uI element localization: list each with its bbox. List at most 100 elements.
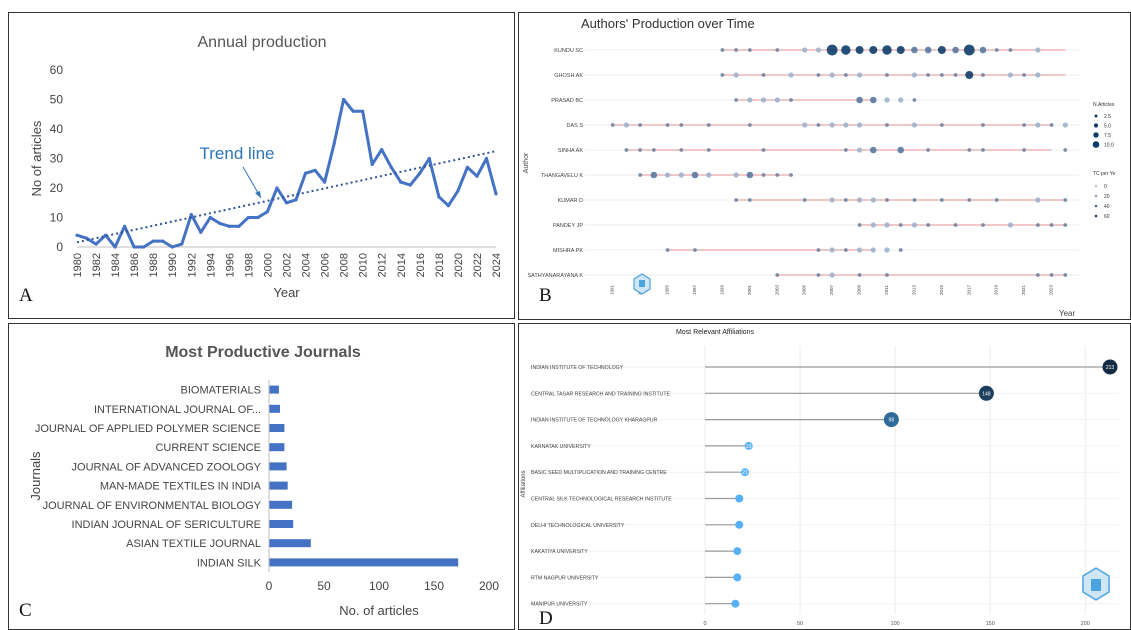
affiliation-dot	[733, 573, 742, 582]
author-publication-dot	[761, 173, 766, 177]
data-point	[246, 215, 251, 220]
data-point	[475, 174, 479, 178]
author-publication-dot	[775, 273, 780, 277]
author-publication-dot	[1035, 122, 1041, 128]
author-publication-dot	[911, 122, 918, 128]
author-publication-dot	[665, 248, 670, 252]
author-publication-dot	[802, 47, 808, 53]
x-tick-label: 2014	[396, 253, 408, 277]
panel-productive-journals: Most Productive Journals BIOMATERIALS INTE…	[8, 323, 515, 630]
author-publication-dot	[816, 73, 821, 77]
author-publication-dot	[733, 172, 739, 178]
data-point	[123, 224, 127, 228]
author-publication-dot	[937, 46, 946, 54]
data-point	[418, 171, 422, 175]
author-publication-dot	[761, 73, 766, 77]
journal-label: BIOMATERIALS	[181, 385, 261, 397]
author-publication-dot	[1049, 273, 1054, 277]
data-point	[332, 142, 336, 146]
x-tick-label: 1986	[129, 253, 141, 277]
y-tick-label: 0	[56, 240, 63, 254]
author-publication-dot	[994, 198, 999, 202]
affiliation-label: MANIPUR UNIVERSITY	[531, 602, 588, 608]
author-publication-dot	[815, 47, 822, 53]
legend-color-dot	[1094, 184, 1098, 188]
data-point	[294, 198, 298, 202]
author-publication-dot	[638, 173, 643, 177]
data-point	[94, 242, 98, 246]
author-publication-dot	[953, 223, 958, 227]
author-publication-dot	[963, 44, 975, 56]
author-publication-dot	[1035, 223, 1040, 227]
data-point	[161, 239, 165, 243]
x-tick-label: 100	[891, 621, 900, 627]
x-tick-label: 2010	[358, 253, 370, 277]
author-publication-dot	[1035, 197, 1041, 203]
author-publication-dot	[926, 148, 931, 152]
author-publication-dot	[761, 148, 766, 152]
data-point	[237, 224, 241, 228]
author-publication-dot	[967, 198, 972, 202]
affiliation-dot	[733, 547, 742, 556]
author-publication-dot	[856, 197, 863, 203]
x-tick-label: 2004	[301, 253, 313, 277]
trend-label-arrowhead	[255, 191, 261, 198]
x-tick-label: 2006	[320, 253, 332, 277]
author-publication-dot	[885, 198, 889, 202]
x-tick-label: 1996	[224, 253, 236, 277]
annual-production-chart: Annual production 0 10 20 30 40 50 60 No of arti…	[29, 34, 503, 300]
affiliation-label: INDIAN INSTITUTE OF TECHNOLOGY	[531, 365, 624, 371]
author-publication-dot	[1022, 148, 1027, 152]
author-publication-dot	[693, 248, 697, 252]
author-publication-dot	[706, 148, 711, 152]
author-label: THANGAVELU K	[541, 173, 583, 179]
data-point	[180, 242, 184, 246]
x-tick-label: 200	[479, 579, 499, 593]
author-publication-dot	[664, 172, 671, 178]
author-label: GHOSH AK	[554, 73, 583, 79]
author-publication-dot	[843, 198, 848, 202]
x-tick-label: 1994	[205, 253, 217, 277]
legend-color-label: 0	[1104, 184, 1107, 190]
x-tick-label: 1997	[692, 285, 697, 296]
author-publication-dot	[855, 46, 864, 54]
trend-line	[76, 150, 497, 244]
x-tick-label: 50	[317, 579, 331, 593]
author-publication-dot	[816, 123, 821, 127]
author-publication-dot	[869, 146, 877, 154]
author-publication-dot	[816, 273, 821, 277]
author-label: PANDEY JP	[553, 223, 583, 229]
author-publication-dot	[869, 46, 878, 54]
data-point	[132, 245, 136, 249]
author-publication-dot	[926, 73, 931, 77]
author-publication-dot	[911, 72, 918, 78]
author-publication-dot	[747, 97, 753, 103]
x-tick-label: 2022	[472, 253, 484, 277]
data-point	[380, 148, 384, 152]
x-tick-label: 2017	[966, 285, 971, 296]
author-publication-dot	[691, 171, 699, 179]
legend-size-label: 5.0	[1104, 124, 1111, 130]
author-label: KUNDU SC	[554, 48, 583, 54]
author-publication-dot	[802, 122, 808, 128]
y-axis-label: Affiliations	[521, 470, 527, 497]
data-point	[218, 221, 222, 225]
x-tick-label: 200	[1081, 621, 1090, 627]
author-publication-dot	[734, 198, 739, 202]
author-publication-dot	[775, 48, 780, 52]
x-tick-label: 2015	[939, 285, 944, 296]
journal-label: MAN-MADE TEXTILES IN INDIA	[100, 481, 262, 493]
author-publication-dot	[638, 148, 643, 152]
author-publication-dot	[1022, 73, 1027, 77]
author-publication-dot	[706, 172, 712, 178]
author-publication-dot	[841, 45, 851, 55]
author-publication-dot	[747, 123, 752, 127]
x-tick-label: 2023	[1049, 285, 1054, 296]
journal-label: INDIAN JOURNAL OF SERICULTURE	[72, 519, 261, 531]
chart-title: Most Relevant Affiliations	[676, 329, 755, 336]
author-publication-dot	[747, 48, 752, 52]
panel-label-d: D	[539, 608, 553, 629]
author-publication-dot	[856, 122, 863, 128]
author-publication-dot	[967, 148, 972, 152]
author-publication-dot	[1035, 47, 1041, 53]
